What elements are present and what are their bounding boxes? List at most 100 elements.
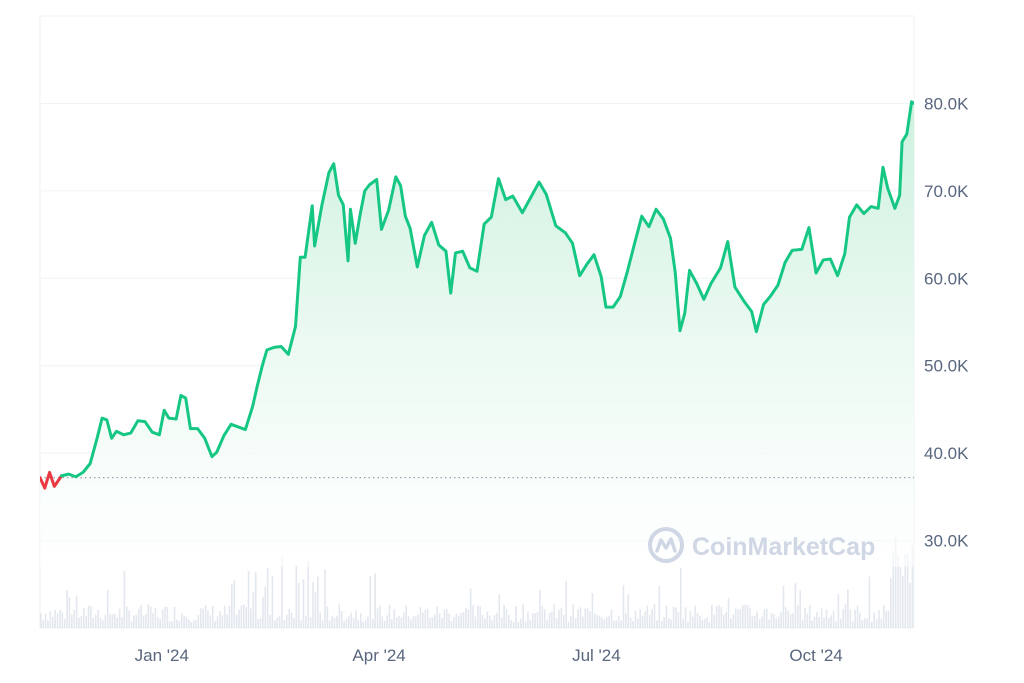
volume-bar xyxy=(431,617,434,628)
volume-bars xyxy=(40,537,914,628)
volume-bar xyxy=(732,614,735,628)
x-tick-label: Apr '24 xyxy=(352,646,405,665)
volume-bar xyxy=(214,620,216,628)
y-tick-label: 70.0K xyxy=(924,182,969,201)
volume-bar xyxy=(596,615,598,628)
volume-bar xyxy=(305,615,307,628)
volume-bar xyxy=(646,605,649,628)
volume-bar xyxy=(188,619,190,628)
volume-bar xyxy=(493,615,496,628)
volume-bar xyxy=(887,611,890,628)
volume-bar xyxy=(856,605,859,628)
volume-bar xyxy=(902,576,904,628)
volume-bar xyxy=(118,608,121,628)
volume-bar xyxy=(448,613,450,628)
volume-bar xyxy=(336,615,338,628)
volume-bar xyxy=(567,621,570,628)
volume-bar xyxy=(811,620,813,628)
volume-bar xyxy=(880,618,883,628)
volume-bar xyxy=(866,618,868,628)
volume-bar xyxy=(806,613,809,628)
volume-bar xyxy=(135,614,138,628)
volume-bar xyxy=(357,620,360,628)
volume-bar xyxy=(338,604,341,628)
volume-bar xyxy=(207,610,209,628)
volume-bar xyxy=(326,606,329,628)
volume-bar xyxy=(400,617,403,628)
volume-bar xyxy=(121,617,123,628)
volume-bar xyxy=(295,564,298,628)
volume-bar xyxy=(278,616,281,628)
volume-bar xyxy=(410,619,412,628)
y-axis: 30.0K 40.0K 50.0K 60.0K 70.0K 80.0K xyxy=(924,94,969,550)
volume-bar xyxy=(519,618,522,628)
volume-bar xyxy=(486,611,489,628)
volume-bar xyxy=(355,610,357,628)
volume-bar xyxy=(145,614,147,628)
volume-bar xyxy=(560,607,563,628)
volume-bar xyxy=(782,585,785,628)
volume-bar xyxy=(376,608,379,628)
volume-bar xyxy=(59,609,61,628)
volume-bar xyxy=(562,615,565,628)
volume-bar xyxy=(176,619,178,628)
volume-bar xyxy=(634,610,637,628)
volume-bar xyxy=(434,614,436,628)
volume-bar xyxy=(85,615,87,628)
volume-bar xyxy=(603,619,606,628)
volume-bar xyxy=(453,616,455,628)
volume-bar xyxy=(386,615,388,628)
volume-bar xyxy=(785,607,787,628)
volume-bar xyxy=(133,615,135,628)
volume-bar xyxy=(620,620,622,628)
volume-bar xyxy=(221,615,224,628)
volume-bar xyxy=(820,608,823,628)
x-tick-label: Oct '24 xyxy=(789,646,842,665)
volume-bar xyxy=(515,606,517,628)
volume-bar xyxy=(283,620,286,628)
volume-bar xyxy=(577,609,579,628)
volume-bar xyxy=(531,613,534,628)
volume-bar xyxy=(197,614,200,628)
volume-bar xyxy=(374,573,376,628)
volume-bar xyxy=(906,553,909,628)
volume-bar xyxy=(269,614,271,628)
volume-bar xyxy=(75,595,78,628)
volume-bar xyxy=(873,612,876,628)
volume-bar xyxy=(388,604,391,628)
volume-bar xyxy=(367,616,369,628)
volume-bar xyxy=(842,608,844,628)
volume-bar xyxy=(687,621,689,628)
volume-bar xyxy=(61,611,64,628)
volume-bar xyxy=(321,620,324,628)
volume-bar xyxy=(82,608,85,628)
volume-bar xyxy=(496,612,498,628)
volume-bar xyxy=(517,621,520,628)
volume-bar xyxy=(539,589,541,628)
volume-bar xyxy=(154,607,157,628)
volume-bar xyxy=(911,545,914,628)
volume-bar xyxy=(894,537,897,628)
volume-bar xyxy=(185,616,188,628)
volume-bar xyxy=(579,607,582,628)
volume-bar xyxy=(199,608,202,628)
volume-bar xyxy=(114,613,116,628)
volume-bar xyxy=(465,607,467,628)
volume-bar xyxy=(505,608,508,628)
volume-bar xyxy=(128,610,130,628)
volume-bar xyxy=(393,609,396,628)
volume-bar xyxy=(395,617,398,628)
volume-bar xyxy=(780,612,782,628)
volume-bar xyxy=(90,606,92,628)
volume-bar xyxy=(746,605,749,628)
volume-bar xyxy=(613,620,615,628)
volume-bar xyxy=(92,617,95,628)
volume-bar xyxy=(718,605,720,628)
volume-bar xyxy=(288,608,290,628)
volume-bar xyxy=(675,607,677,628)
volume-bar xyxy=(787,610,790,628)
volume-bar xyxy=(500,617,503,628)
volume-bar xyxy=(551,611,553,628)
volume-bar xyxy=(99,617,102,628)
